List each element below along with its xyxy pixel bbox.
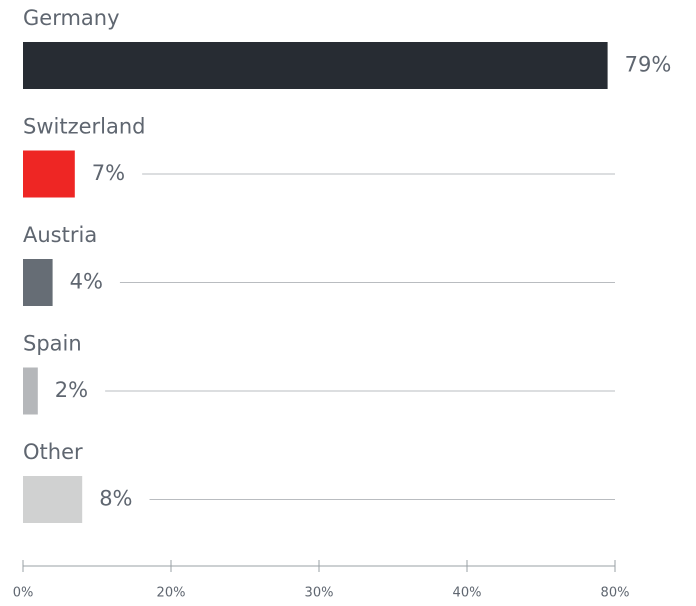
x-tick-label: 30% <box>305 586 334 601</box>
value-label: 8% <box>99 487 132 511</box>
value-label: 4% <box>70 270 103 294</box>
value-label: 7% <box>92 161 125 185</box>
x-tick-label: 80% <box>601 586 630 601</box>
bar <box>23 42 608 89</box>
category-label: Spain <box>23 332 82 356</box>
value-label: 79% <box>625 53 672 77</box>
bar <box>23 259 53 306</box>
x-tick-label: 20% <box>157 586 186 601</box>
value-label: 2% <box>55 378 88 402</box>
category-label: Germany <box>23 6 120 30</box>
x-tick-label: 40% <box>453 586 482 601</box>
bar <box>23 150 75 198</box>
category-label: Other <box>23 440 83 464</box>
x-tick-label: 0% <box>13 586 34 601</box>
bar <box>23 367 38 415</box>
category-label: Switzerland <box>23 115 146 139</box>
category-label: Austria <box>23 223 97 247</box>
bar <box>23 476 83 523</box>
